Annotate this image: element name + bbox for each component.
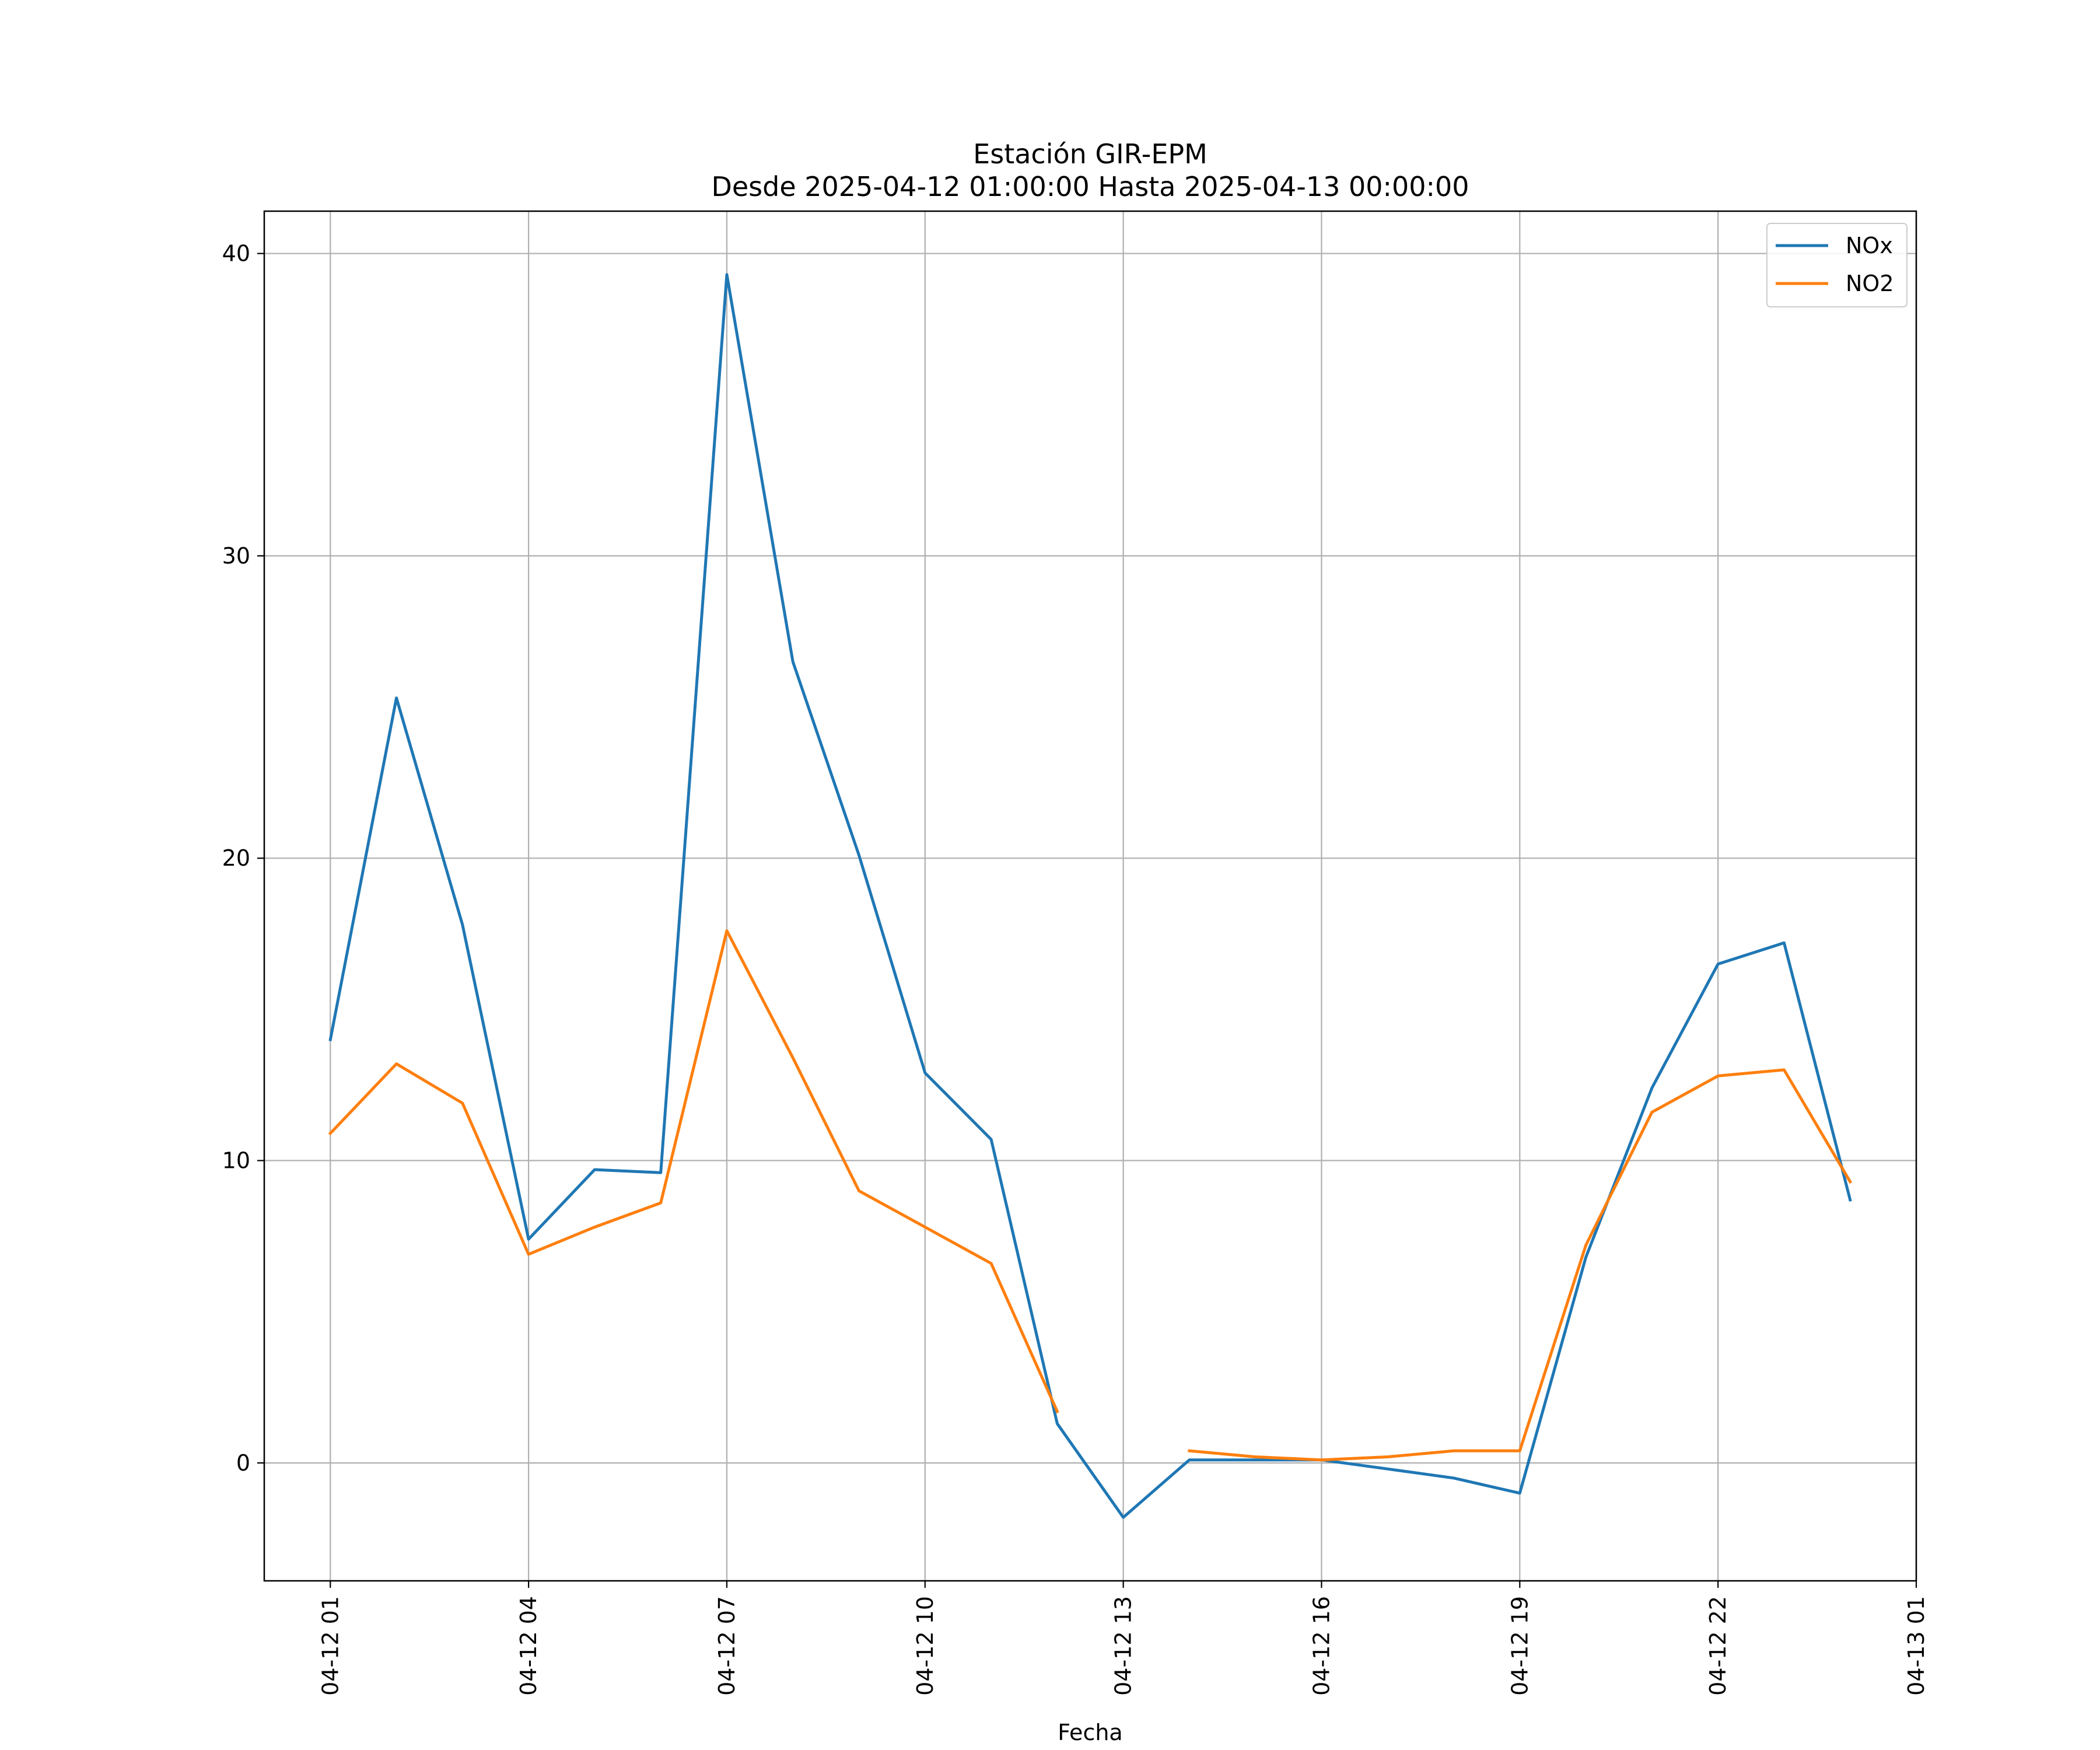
series-lines [328,273,1853,1519]
x-tick-label: 04-12 10 [912,1596,938,1696]
plot-area-frame [263,210,1917,1582]
y-tick-label: 20 [222,845,250,871]
legend-label-no2: NO2 [1846,271,1894,296]
x-tick-label: 04-12 13 [1111,1596,1136,1696]
y-tick-label: 0 [236,1450,250,1476]
series-line-nox [328,273,1852,1519]
legend-label-nox: NOx [1846,233,1893,258]
x-axis-label: Fecha [1058,1720,1122,1745]
chart-title-line-2: Desde 2025-04-12 01:00:00 Hasta 2025-04-… [711,171,1469,202]
chart-title-line-1: Estación GIR-EPM [973,138,1208,170]
series-line-no2 [1188,1068,1853,1462]
axis-ticks: 04-12 01 04-12 04 04-12 07 04-12 10 04-12 13… [222,241,1929,1696]
x-tick-label: 04-13 01 [1903,1596,1929,1696]
y-tick-label: 30 [222,543,250,569]
series-line-no2 [328,929,1059,1414]
x-tick-label: 04-12 16 [1308,1596,1334,1696]
x-tick-label: 04-12 22 [1705,1596,1731,1696]
x-tick-label: 04-12 04 [516,1596,541,1696]
legend: NOx NO2 [1766,223,1908,307]
grid [264,211,1917,1581]
x-tick-label: 04-12 01 [317,1596,343,1696]
y-tick-label: 10 [222,1148,250,1174]
x-tick-label: 04-12 19 [1507,1596,1532,1696]
y-tick-label: 40 [222,241,250,267]
chart-title: Estación GIR-EPM Desde 2025-04-12 01:00:… [711,138,1469,202]
x-tick-label: 04-12 07 [714,1596,740,1696]
